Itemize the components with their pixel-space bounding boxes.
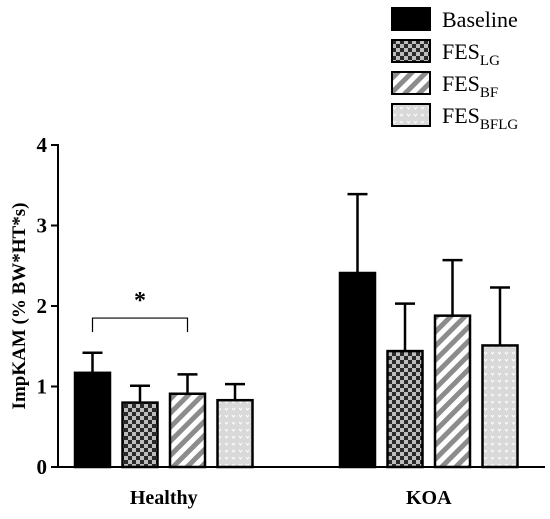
x-axis: Healthy KOA xyxy=(57,466,545,509)
legend-label-1: FESLG xyxy=(442,39,500,69)
category-label-koa: KOA xyxy=(406,487,452,509)
plot-area xyxy=(73,192,519,469)
y-tick-label-1: 1 xyxy=(37,375,48,399)
bar-koa-2 xyxy=(433,314,472,469)
legend-swatch-2 xyxy=(391,71,431,95)
y-tick-label-2: 2 xyxy=(37,294,48,318)
bar-healthy-3 xyxy=(216,398,254,469)
significance-bracket-0 xyxy=(91,317,189,333)
y-axis: 0 1 2 3 4 ImpKAM (% BW*HT*s) xyxy=(9,133,59,479)
legend-swatch-0 xyxy=(391,7,431,31)
bar-koa-1 xyxy=(386,349,424,469)
y-axis-label: ImpKAM (% BW*HT*s) xyxy=(9,203,30,410)
legend-label-0: Baseline xyxy=(442,7,518,32)
bar-healthy-0 xyxy=(73,371,112,469)
annotations: * xyxy=(91,288,189,333)
y-tick-label-3: 3 xyxy=(37,214,48,238)
bar-healthy-2 xyxy=(168,392,207,469)
bar-koa-3 xyxy=(481,344,519,469)
y-tick-label-0: 0 xyxy=(37,455,48,479)
legend-label-3: FESBFLG xyxy=(442,103,518,133)
bar-healthy-1 xyxy=(121,401,159,469)
category-label-healthy: Healthy xyxy=(130,487,198,509)
legend-label-2: FESBF xyxy=(442,71,498,101)
legend-swatch-1 xyxy=(391,39,431,63)
legend-swatch-3 xyxy=(391,103,431,127)
bar-koa-0 xyxy=(338,271,377,469)
y-tick-label-4: 4 xyxy=(37,133,48,157)
significance-mark-0: * xyxy=(134,288,146,314)
